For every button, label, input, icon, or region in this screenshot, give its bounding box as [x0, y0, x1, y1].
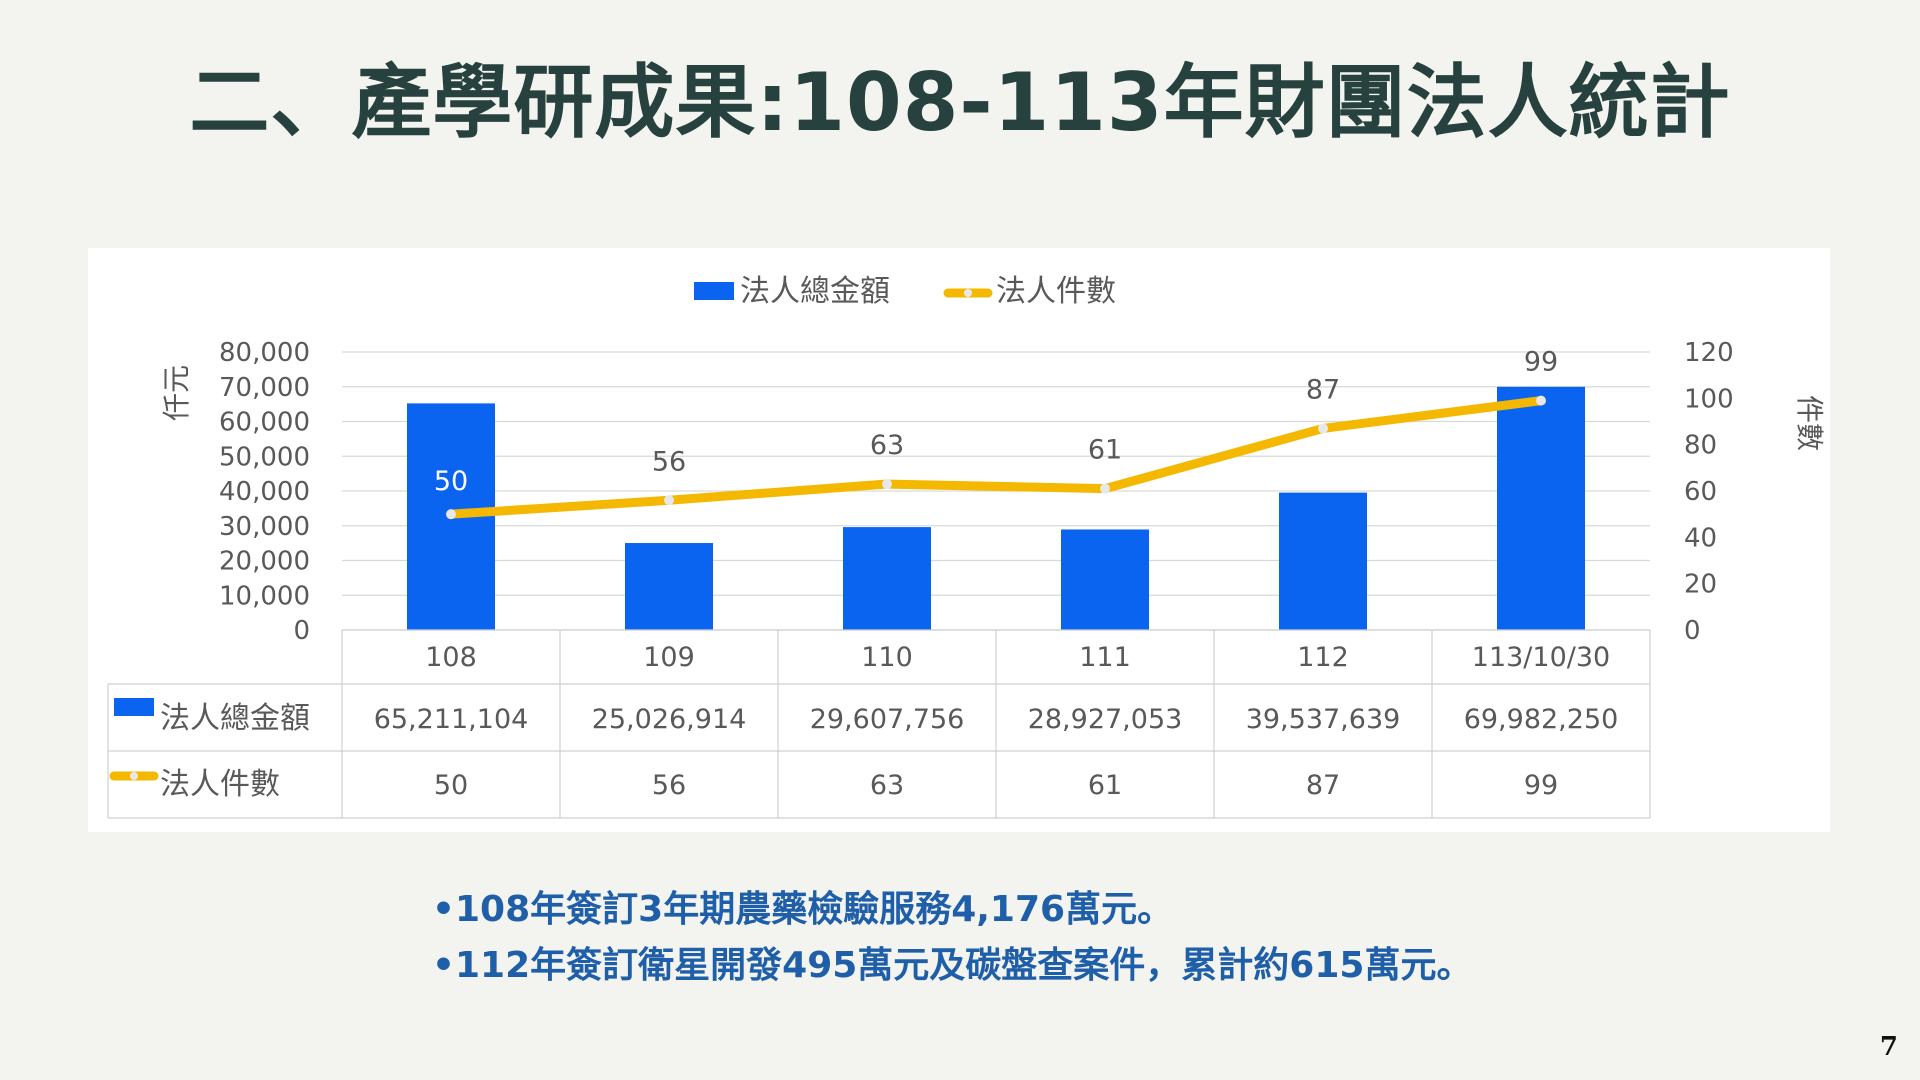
bar-112: [1279, 492, 1367, 630]
table-line-marker: [130, 772, 138, 780]
table-row-label: 法人總金額: [160, 701, 310, 736]
line-point-111: [1100, 483, 1110, 494]
legend-line-marker: [964, 289, 972, 297]
y-right-tick-label: 100: [1684, 384, 1734, 414]
x-category-label: 112: [1297, 642, 1349, 673]
legend-bar-swatch: [694, 282, 734, 300]
y-left-tick-label: 30,000: [219, 512, 310, 542]
table-count-cell: 61: [1088, 770, 1122, 801]
x-category-label: 109: [643, 642, 695, 673]
table-row-label: 法人件數: [160, 767, 280, 802]
y-left-tick-label: 70,000: [219, 373, 310, 403]
line-data-label: 99: [1524, 347, 1558, 378]
line-data-label: 87: [1306, 374, 1340, 405]
y-right-tick-label: 120: [1684, 338, 1734, 368]
y-left-tick-label: 0: [293, 616, 310, 646]
table-count-cell: 87: [1306, 770, 1340, 801]
y-left-tick-label: 40,000: [219, 477, 310, 507]
x-category-label: 111: [1079, 642, 1131, 673]
line-point-109: [664, 495, 674, 506]
y-left-tick-label: 60,000: [219, 408, 310, 438]
table-amount-cell: 28,927,053: [1028, 704, 1183, 735]
y-left-tick-label: 80,000: [219, 338, 310, 368]
table-count-cell: 99: [1524, 770, 1558, 801]
line-point-113/10/30: [1536, 395, 1546, 406]
bar-113/10/30: [1497, 386, 1585, 630]
table-amount-cell: 29,607,756: [810, 704, 965, 735]
x-category-label: 113/10/30: [1472, 642, 1610, 673]
bar-110: [843, 527, 931, 630]
y-right-axis-title: 件數: [1793, 395, 1826, 451]
page-number: 7: [1879, 1032, 1898, 1062]
line-data-label: 56: [652, 446, 686, 477]
line-data-label: 61: [1088, 435, 1122, 466]
x-category-label: 110: [861, 642, 913, 673]
legend-line-label: 法人件數: [996, 274, 1116, 309]
slide-title: 二、產學研成果:108-113年財團法人統計: [189, 56, 1731, 149]
table-amount-cell: 65,211,104: [374, 704, 529, 735]
table-amount-cell: 69,982,250: [1464, 704, 1619, 735]
table-count-cell: 50: [434, 770, 468, 801]
y-right-tick-label: 60: [1684, 477, 1717, 507]
legend-bar-label: 法人總金額: [740, 274, 890, 309]
line-data-label: 63: [870, 430, 904, 461]
table-bar-swatch: [114, 698, 154, 716]
table-count-cell: 63: [870, 770, 904, 801]
x-category-label: 108: [425, 642, 477, 673]
table-amount-cell: 25,026,914: [592, 704, 747, 735]
note-bullet-2: •112年簽訂衛星開發495萬元及碳盤查案件，累計約615萬元。: [432, 945, 1473, 986]
notes-list: •108年簽訂3年期農藥檢驗服務4,176萬元。 •112年簽訂衛星開發495萬…: [432, 882, 1472, 994]
line-point-108: [446, 509, 456, 520]
table-amount-cell: 39,537,639: [1246, 704, 1401, 735]
note-bullet-1: •108年簽訂3年期農藥檢驗服務4,176萬元。: [432, 889, 1174, 930]
line-series-法人件數: [446, 396, 1546, 519]
line-point-110: [882, 479, 892, 490]
y-left-tick-label: 20,000: [219, 547, 310, 577]
y-right-tick-label: 0: [1684, 616, 1701, 646]
bar-109: [625, 543, 713, 630]
y-left-tick-label: 50,000: [219, 442, 310, 472]
line-point-112: [1318, 423, 1328, 434]
y-left-tick-label: 10,000: [219, 581, 310, 611]
bar-111: [1061, 529, 1149, 630]
table-count-cell: 56: [652, 770, 686, 801]
chart-panel: 0 10,000 20,000 30,000 40,000 50,000 60,000 70,…: [88, 248, 1830, 832]
y-left-axis-title: 仟元: [160, 365, 193, 421]
line-data-label: 50: [434, 466, 468, 497]
y-right-tick-label: 80: [1684, 431, 1717, 461]
y-right-tick-label: 20: [1684, 570, 1717, 600]
combo-chart: 0 10,000 20,000 30,000 40,000 50,000 60,000 70,…: [107, 274, 1826, 819]
y-right-tick-label: 40: [1684, 523, 1717, 553]
